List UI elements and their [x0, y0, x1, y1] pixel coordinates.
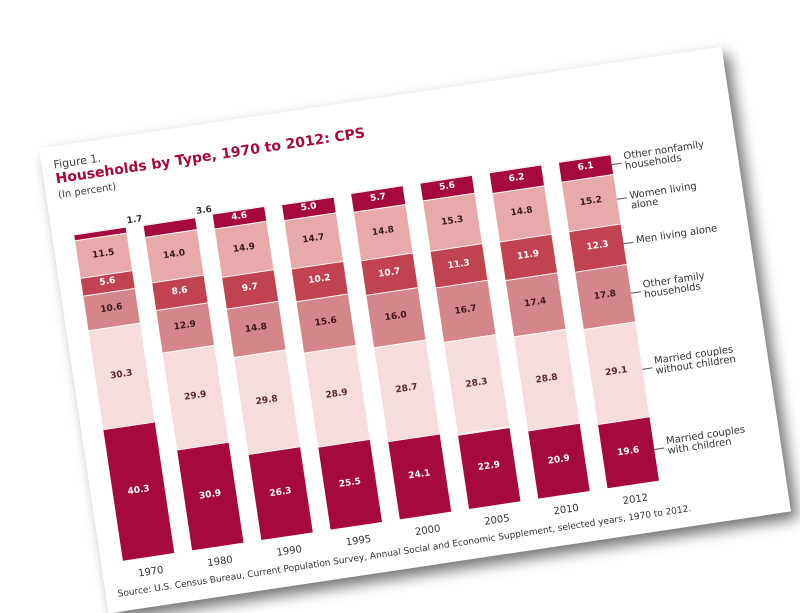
x-tick-label: 1995	[345, 533, 372, 549]
legend-leader	[611, 162, 622, 166]
legend-label: Other nonfamily households	[622, 139, 705, 173]
legend-label: Other family households	[642, 270, 706, 301]
x-tick-label: 1990	[275, 544, 303, 559]
legend-label: Married couples without children	[653, 344, 737, 378]
figure-card: Figure 1. Households by Type, 1970 to 20…	[39, 46, 791, 613]
x-tick-label: 2012	[622, 492, 649, 508]
chart-title: Households by Type, 1970 to 2012: CPS	[54, 125, 367, 188]
x-tick-label: 2005	[483, 513, 511, 528]
legend-leader	[630, 291, 641, 294]
legend-label: Women living alone	[628, 181, 698, 212]
legend-leader	[623, 242, 634, 245]
x-tick-label: 2000	[414, 523, 442, 539]
legend-label: Men living alone	[635, 223, 719, 247]
x-tick-label: 1970	[137, 564, 165, 580]
legend-leader	[654, 447, 665, 450]
x-tick-label: 2010	[552, 502, 580, 518]
legend-leader	[642, 367, 653, 371]
legend-leader	[616, 197, 627, 200]
x-tick-label: 1980	[206, 554, 234, 570]
legend-label: Married couples with children	[665, 424, 746, 457]
